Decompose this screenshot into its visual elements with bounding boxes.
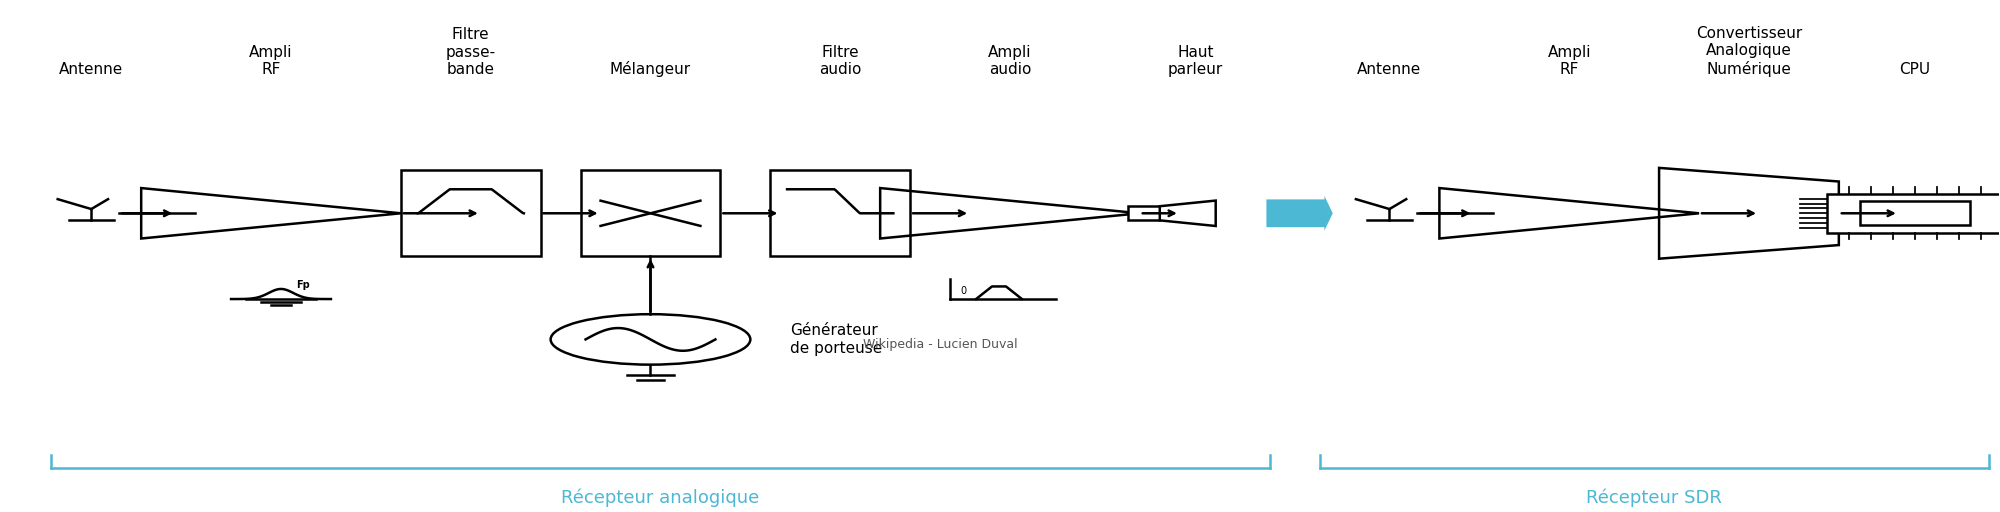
Text: Filtre
passe-
bande: Filtre passe- bande: [446, 27, 496, 77]
Bar: [1826, 194, 2000, 233]
Text: Générateur
de porteuse: Générateur de porteuse: [790, 323, 882, 356]
Text: Ampli
audio: Ampli audio: [988, 45, 1032, 77]
Text: Ampli
RF: Ampli RF: [1548, 45, 1590, 77]
Text: Wikipedia - Lucien Duval: Wikipedia - Lucien Duval: [862, 338, 1018, 351]
Polygon shape: [1160, 201, 1216, 226]
Text: CPU: CPU: [1900, 62, 1930, 77]
Text: Convertisseur
Analogique
Numérique: Convertisseur Analogique Numérique: [1696, 26, 1802, 77]
Bar: [1860, 202, 1970, 225]
Bar: [580, 170, 720, 256]
Text: Récepteur SDR: Récepteur SDR: [1586, 488, 1722, 507]
Bar: [400, 170, 540, 256]
Text: Haut
parleur: Haut parleur: [1168, 45, 1224, 77]
Bar: [770, 170, 910, 256]
Text: Filtre
audio: Filtre audio: [820, 45, 862, 77]
Text: Antenne: Antenne: [60, 62, 124, 77]
Text: Antenne: Antenne: [1358, 62, 1422, 77]
Text: Fp: Fp: [296, 280, 310, 290]
Text: Récepteur analogique: Récepteur analogique: [562, 488, 760, 507]
Text: Ampli
RF: Ampli RF: [250, 45, 292, 77]
Text: 0: 0: [960, 286, 966, 296]
Bar: [1128, 206, 1160, 220]
Text: Mélangeur: Mélangeur: [610, 61, 692, 77]
